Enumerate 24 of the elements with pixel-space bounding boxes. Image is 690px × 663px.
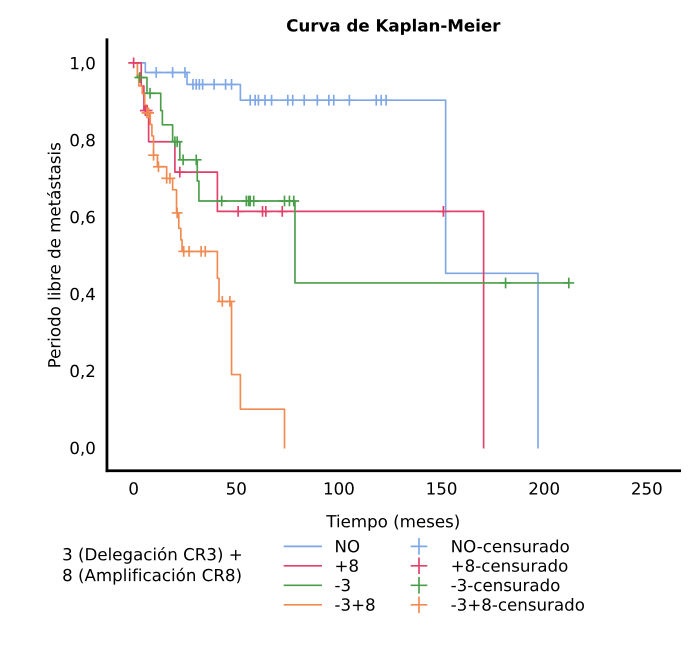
- x-tick-label: 100: [324, 482, 354, 495]
- legend-label: NO: [336, 540, 360, 552]
- x-tick-label: 50: [226, 482, 246, 495]
- y-axis-title: Periodo libre de metástasis: [46, 143, 61, 367]
- y-tick-label: 0,4: [70, 288, 95, 302]
- y-tick-label: 0,0: [70, 442, 95, 456]
- legend-label: -3: [335, 578, 350, 592]
- legend-label: -3+8-censurado: [451, 598, 584, 611]
- x-tick-label: 200: [529, 482, 559, 495]
- y-tick-label: 0,2: [70, 364, 94, 379]
- legend-title: 3 (Delegación CR3) + 8 (Amplificación CR8): [63, 546, 241, 585]
- x-tick-label: 250: [632, 482, 662, 495]
- legend-label: +8-censurado: [452, 559, 568, 572]
- y-tick-label: 0,8: [70, 134, 95, 148]
- chart-title: Curva de Kaplan-Meier: [287, 18, 500, 35]
- x-axis-title: Tiempo (meses): [326, 514, 459, 531]
- legend-label: +8: [336, 559, 358, 572]
- x-tick-label: 0: [129, 482, 138, 495]
- y-tick-label: 0,6: [70, 210, 95, 226]
- legend-label: -3-censurado: [451, 578, 560, 592]
- legend-label: NO-censurado: [452, 540, 569, 552]
- y-tick-label: 1,0: [71, 56, 95, 72]
- legend-label: -3+8: [335, 598, 375, 611]
- x-tick-label: 150: [427, 482, 456, 495]
